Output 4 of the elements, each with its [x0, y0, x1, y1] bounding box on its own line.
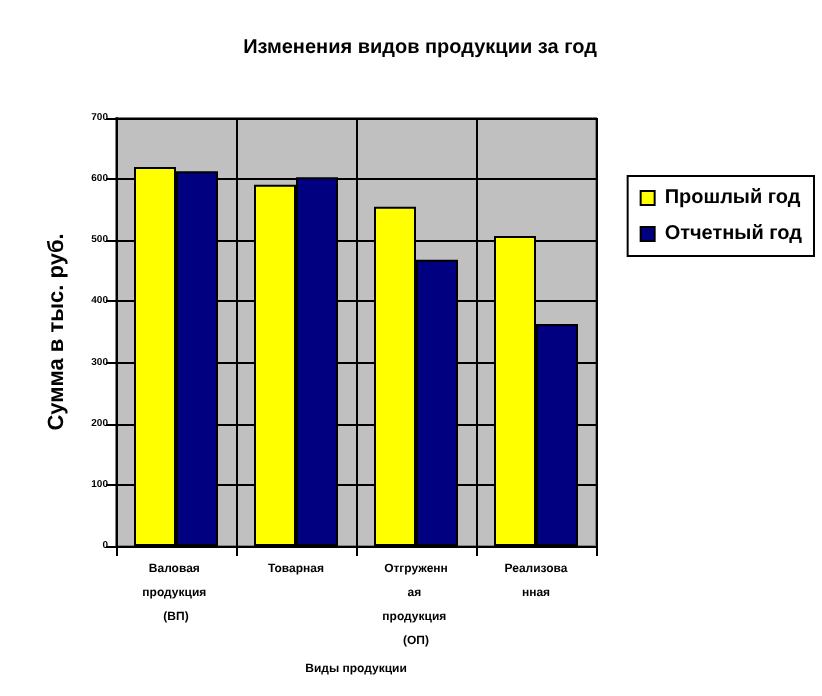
chart-title: Изменения видов продукции за год — [243, 37, 599, 59]
legend-label: Отчетный год — [664, 223, 804, 245]
y-axis-title: Сумма в тыс. руб. — [45, 233, 69, 431]
legend-label: Прошлый год — [664, 187, 802, 209]
